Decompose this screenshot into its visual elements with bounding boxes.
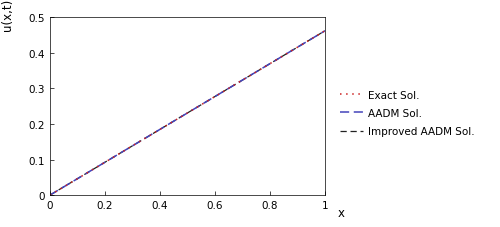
X-axis label: x: x xyxy=(338,206,345,219)
Y-axis label: u(x,t): u(x,t) xyxy=(1,0,14,31)
Legend: Exact Sol., AADM Sol., Improved AADM Sol.: Exact Sol., AADM Sol., Improved AADM Sol… xyxy=(340,90,475,137)
